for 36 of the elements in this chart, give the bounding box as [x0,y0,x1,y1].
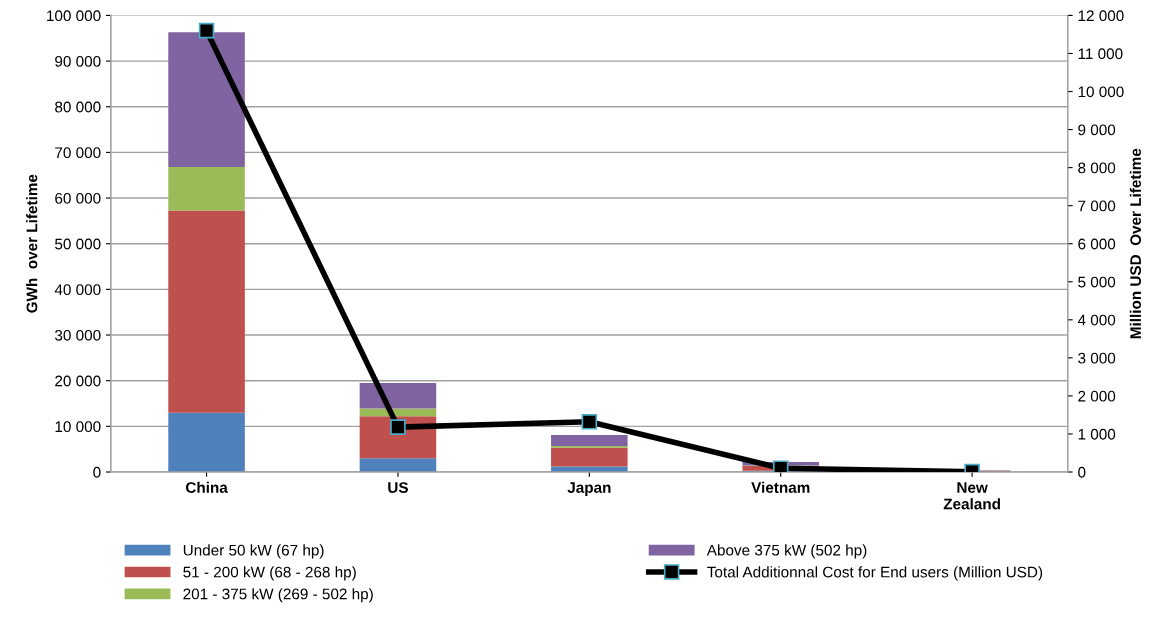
y-tick-label: 30 000 [55,329,101,341]
y2-tick-label: 12 000 [1078,10,1124,22]
x-tick-label: China [185,481,228,493]
y2-axis-title: Million USD Over Lifetime [1129,148,1142,339]
y-tick-label: 50 000 [55,238,101,250]
y2-tick-label: 6 000 [1078,238,1116,250]
legend-label: 201 - 375 kW (269 - 502 hp) [183,588,373,603]
y2-tick-label: 8 000 [1078,162,1116,174]
y2-tick-label: 4 000 [1077,314,1116,326]
x-tick-label: Vietnam [751,481,810,493]
y-tick-label: 0 [93,466,101,478]
y2-tick-label: 7 000 [1078,200,1116,212]
y-tick-label: 90 000 [55,55,101,67]
y2-tick-label: 0 [1078,466,1086,478]
y-tick-label: 70 000 [55,147,101,159]
y2-tick-label: 11 000 [1078,48,1123,60]
x-tick-label: Japan [567,482,611,496]
y-tick-label: 40 000 [54,284,101,296]
y-tick-label: 80 000 [55,101,101,113]
y-tick-label: 100 000 [47,10,101,22]
x-tick-label: New Zealand [943,482,1000,510]
y-axis-title: GWh over Lifetime [26,174,38,313]
legend-label: Above 375 kW (502 hp) [706,544,867,559]
y-tick-label: 60 000 [55,192,101,204]
y2-tick-label: 3 000 [1078,352,1116,364]
y2-tick-label: 2 000 [1078,390,1116,402]
y2-tick-label: 5 000 [1078,276,1116,288]
x-tick-label: US [388,482,408,493]
y2-tick-label: 9 000 [1078,124,1116,136]
y2-tick-label: 10 000 [1078,86,1124,98]
y-tick-label: 20 000 [55,375,101,387]
y2-tick-label: 1 000 [1078,428,1116,440]
legend-label: Under 50 kW (67 hp) [183,544,324,559]
legend-label: Total Additionnal Cost for End users (Million USD) [707,566,1043,581]
legend-label: 51 - 200 kW (68 - 268 hp) [183,566,356,581]
y-tick-label: 10 000 [55,421,101,433]
